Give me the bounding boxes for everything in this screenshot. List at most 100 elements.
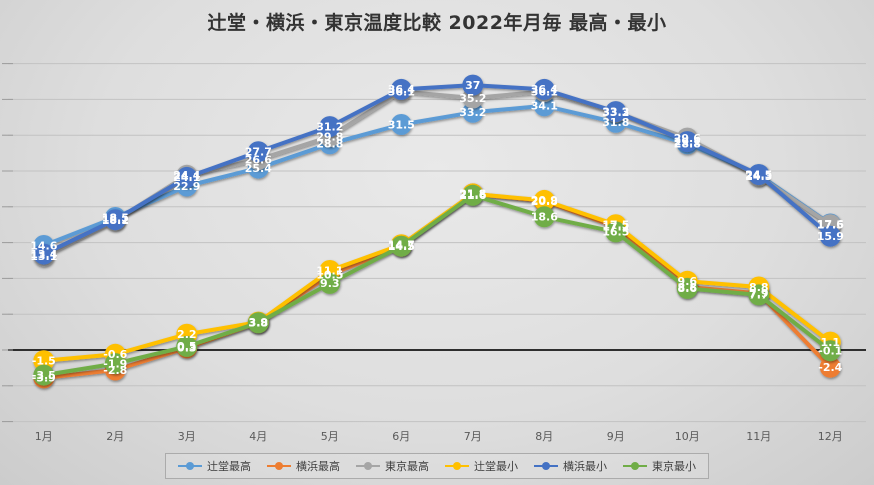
data-point-label: -1.9 xyxy=(103,357,127,370)
series-横浜最小 xyxy=(33,74,841,265)
data-point-marker xyxy=(462,184,484,206)
x-axis-label: 1月 xyxy=(35,430,53,443)
data-point-marker xyxy=(390,235,412,257)
data-point-marker xyxy=(176,166,198,188)
data-point-label: 24.5 xyxy=(745,168,772,181)
data-point-marker xyxy=(676,277,698,299)
data-point-label: 25.4 xyxy=(245,162,272,175)
legend-marker-icon xyxy=(534,461,558,471)
data-point-label: 37 xyxy=(465,79,480,92)
data-point-label: 3.8 xyxy=(249,317,269,330)
series-labels-辻堂最高: 14.6 18.5 22.9 25.4 28.8 31.5 33.2 34.1 31.8 28.8… xyxy=(30,100,844,253)
data-point-label: 24.1 xyxy=(173,171,200,184)
legend-marker-icon xyxy=(178,461,202,471)
legend-item-辻堂最高[interactable]: 辻堂最高 xyxy=(178,458,251,474)
data-point-marker xyxy=(676,131,698,153)
legend-item-東京最高[interactable]: 東京最高 xyxy=(356,458,429,474)
data-point-label: 34.1 xyxy=(531,100,558,113)
data-point-label: 20.8 xyxy=(531,195,558,208)
data-point-label: -0.6 xyxy=(103,348,127,361)
data-point-label: 29.6 xyxy=(674,132,701,145)
data-point-marker xyxy=(319,116,341,138)
legend-label: 辻堂最小 xyxy=(474,460,518,473)
series-辻堂最小 xyxy=(33,183,841,372)
legend-label: 横浜最小 xyxy=(563,460,607,473)
data-point-label: 13.4 xyxy=(30,248,57,261)
data-point-label: 20.9 xyxy=(531,194,558,207)
legend-marker-icon xyxy=(623,461,647,471)
data-point-marker xyxy=(176,335,198,357)
x-axis-label: 5月 xyxy=(321,430,339,443)
legend-item-横浜最高[interactable]: 横浜最高 xyxy=(267,458,340,474)
data-point-marker xyxy=(605,221,627,243)
data-point-marker xyxy=(462,74,484,96)
data-point-label: 29.1 xyxy=(674,135,701,148)
data-point-label: 22.9 xyxy=(173,180,200,193)
data-point-label: 1.1 xyxy=(821,336,841,349)
series-東京最小 xyxy=(33,184,841,386)
data-point-label: 8.6 xyxy=(678,282,698,295)
chart-legend[interactable]: 辻堂最高 横浜最高 東京最高 辻堂最小 横浜最小 東京最小 xyxy=(165,453,709,479)
series-labels-横浜最高: -3.9-2.80.33.810.514.521.820.817.28.8 7.9… xyxy=(32,188,843,385)
legend-item-東京最小[interactable]: 東京最小 xyxy=(623,458,696,474)
data-point-label: 18.2 xyxy=(102,214,129,227)
data-point-label: 14.6 xyxy=(30,239,57,252)
series-横浜最高 xyxy=(33,183,841,389)
series-labels-辻堂最小: -1.5 -0.62.23.911.114.721.8 20.917.59.6 8.8… xyxy=(32,188,840,368)
data-point-label: 14.5 xyxy=(388,240,415,253)
data-point-label: 29.8 xyxy=(316,130,343,143)
legend-label: 横浜最高 xyxy=(296,460,340,473)
legend-label: 辻堂最高 xyxy=(207,460,251,473)
data-series xyxy=(33,74,841,389)
data-point-label: 16.5 xyxy=(602,226,629,239)
data-point-marker xyxy=(33,364,55,386)
data-point-label: 27.7 xyxy=(245,146,272,159)
data-point-label: -3.9 xyxy=(32,372,56,385)
data-point-marker xyxy=(104,353,126,375)
x-axis-label: 3月 xyxy=(178,430,196,443)
data-point-label: 7.9 xyxy=(749,287,769,300)
data-point-label: 24.5 xyxy=(745,168,772,181)
series-labels-東京最高: 13.1 18.1 24.4 26.6 29.8 36.1 35.2 36.1 33.2 29.6… xyxy=(30,85,844,263)
data-point-label: 17.6 xyxy=(817,218,844,231)
data-point-label: 31.2 xyxy=(316,120,343,133)
data-point-label: 26.6 xyxy=(245,153,272,166)
data-point-label: 18.5 xyxy=(102,211,129,224)
series-labels-横浜最小: 13.4 18.2 24.1 27.7 31.2 36.4 37 36.4 33.3 29.1 24… xyxy=(30,79,844,261)
data-point-label: 14.7 xyxy=(388,239,415,252)
data-point-label: -2.4 xyxy=(818,361,842,374)
data-point-label: 7.7 xyxy=(749,289,769,302)
data-point-marker xyxy=(748,284,770,306)
data-point-label: 8.8 xyxy=(749,281,769,294)
data-point-marker xyxy=(247,141,269,163)
data-point-label: 9.3 xyxy=(320,277,340,290)
data-point-marker xyxy=(33,350,55,372)
data-point-label: 36.4 xyxy=(388,83,415,96)
legend-label: 東京最小 xyxy=(652,460,696,473)
data-point-label: 2.2 xyxy=(177,328,197,341)
data-point-label: 31.5 xyxy=(388,118,415,131)
data-labels: 14.6 18.5 22.9 25.4 28.8 31.5 33.2 34.1 31.8 28.8… xyxy=(30,79,844,385)
data-point-marker xyxy=(247,312,269,334)
legend-marker-icon xyxy=(356,461,380,471)
data-point-label: 33.3 xyxy=(602,105,629,118)
data-point-marker xyxy=(748,164,770,186)
data-point-label: 13.1 xyxy=(30,250,57,263)
legend-item-辻堂最小[interactable]: 辻堂最小 xyxy=(445,458,518,474)
legend-marker-icon xyxy=(445,461,469,471)
data-point-label: 24.3 xyxy=(745,170,772,183)
data-point-marker xyxy=(533,189,555,211)
data-point-marker xyxy=(533,78,555,100)
data-point-marker xyxy=(104,209,126,231)
legend-item-横浜最小[interactable]: 横浜最小 xyxy=(534,458,607,474)
data-point-label: 36.4 xyxy=(531,83,558,96)
data-point-marker xyxy=(533,206,555,228)
data-point-label: 3.9 xyxy=(249,316,269,329)
x-axis-label: 4月 xyxy=(249,430,267,443)
data-point-label: 0.3 xyxy=(177,342,197,355)
data-point-label: 3.8 xyxy=(249,317,269,330)
series-labels-東京最小: -3.5-1.90.53.89.314.521.618.616.58.6 7.7-… xyxy=(32,189,843,382)
x-axis-label: 11月 xyxy=(746,430,771,443)
data-point-marker xyxy=(819,356,841,378)
